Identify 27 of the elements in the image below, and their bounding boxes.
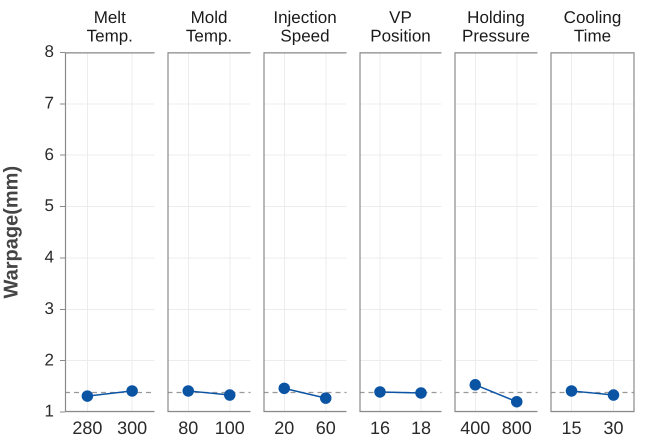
x-tick-label: 280 — [72, 418, 102, 438]
chart-title: VP Position — [370, 8, 431, 46]
x-tick-label: 80 — [178, 418, 198, 438]
y-tick-label: 7 — [44, 93, 54, 112]
x-tick-label: 400 — [460, 418, 490, 438]
y-tick-label: 3 — [44, 298, 54, 318]
x-tick-label: 800 — [502, 418, 532, 438]
chart-title: Mold Temp. — [186, 8, 232, 46]
x-tick-label: 30 — [603, 418, 624, 438]
x-tick-label: 60 — [316, 418, 336, 438]
x-tick-label: 16 — [370, 418, 390, 438]
y-tick-label: 2 — [44, 350, 54, 370]
x-tick-label: 20 — [274, 418, 294, 438]
x-tick-label: 18 — [410, 418, 432, 438]
y-tick-label: 6 — [44, 144, 54, 164]
y-tick-label: 5 — [44, 196, 54, 216]
y-tick-label: 8 — [44, 42, 54, 62]
y-axis-title: Warpage(mm) — [0, 166, 23, 299]
chart-title: Cooling Time — [564, 8, 622, 46]
chart-title: Holding Pressure — [462, 8, 530, 46]
chart-title: Injection Speed — [273, 8, 337, 46]
y-tick-label: 1 — [44, 402, 54, 421]
y-tick-label: 4 — [44, 248, 54, 267]
x-tick-label: 300 — [117, 418, 148, 438]
x-tick-label: 100 — [214, 418, 245, 438]
x-tick-label: 15 — [561, 418, 582, 438]
chart-title: Melt Temp. — [86, 8, 133, 46]
